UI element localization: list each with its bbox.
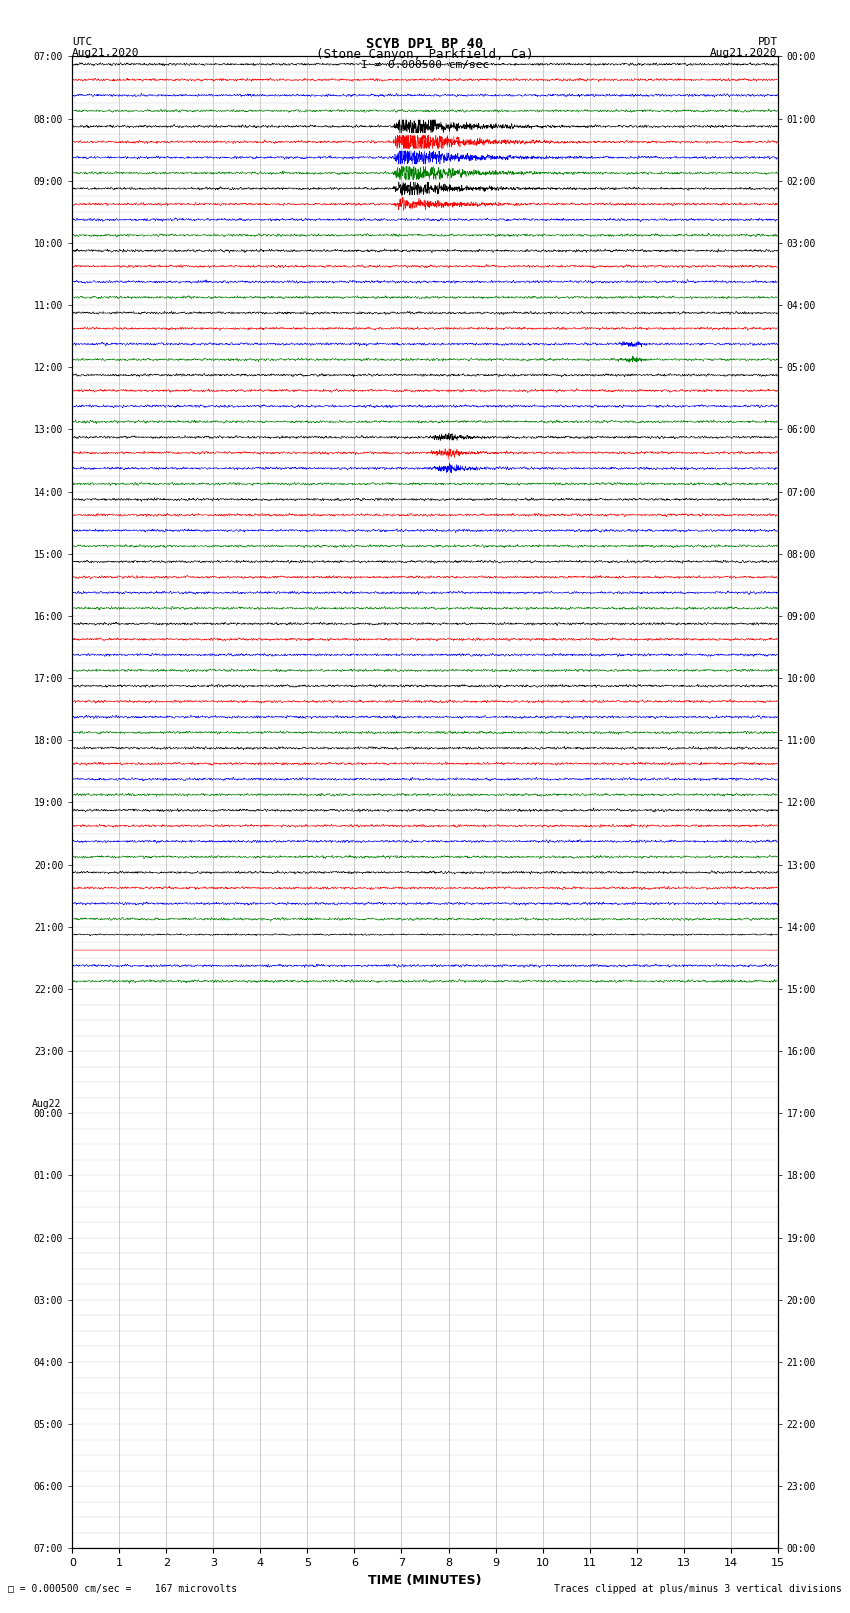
Text: Aug22: Aug22 [32, 1098, 62, 1110]
Text: PDT: PDT [757, 37, 778, 47]
Text: (Stone Canyon, Parkfield, Ca): (Stone Canyon, Parkfield, Ca) [316, 48, 534, 61]
Text: Aug21,2020: Aug21,2020 [72, 48, 139, 58]
X-axis label: TIME (MINUTES): TIME (MINUTES) [368, 1574, 482, 1587]
Text: Aug21,2020: Aug21,2020 [711, 48, 778, 58]
Text: I = 0.000500 cm/sec: I = 0.000500 cm/sec [361, 60, 489, 69]
Text: Traces clipped at plus/minus 3 vertical divisions: Traces clipped at plus/minus 3 vertical … [553, 1584, 842, 1594]
Text: □ = 0.000500 cm/sec =    167 microvolts: □ = 0.000500 cm/sec = 167 microvolts [8, 1584, 238, 1594]
Text: SCYB DP1 BP 40: SCYB DP1 BP 40 [366, 37, 484, 52]
Text: UTC: UTC [72, 37, 93, 47]
